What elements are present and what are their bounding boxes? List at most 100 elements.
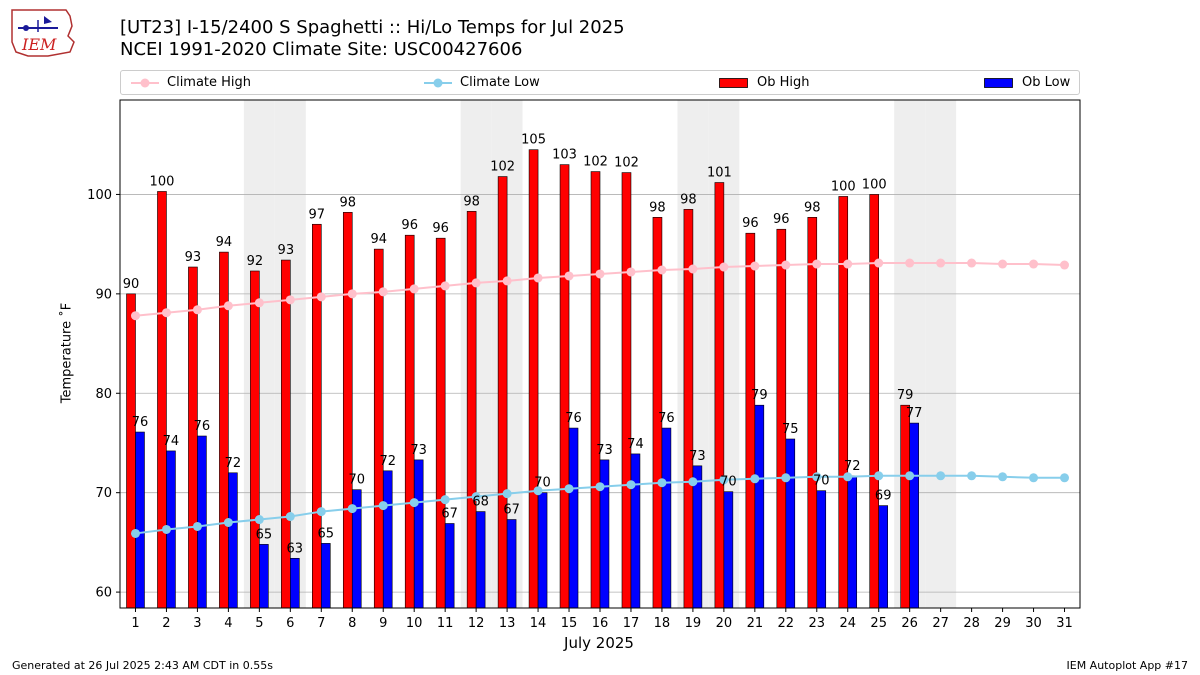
climate-high-point-day-27 xyxy=(936,258,946,268)
x-tick-label-17: 17 xyxy=(623,616,640,631)
ob-high-bar-day-11 xyxy=(435,237,446,609)
climate-high-point-day-25 xyxy=(874,258,884,268)
ob-high-label-day-7: 97 xyxy=(309,207,326,222)
climate-low-point-day-23 xyxy=(812,472,822,482)
iem-logo-graphic: IEM xyxy=(11,9,75,57)
ob-low-label-day-8: 70 xyxy=(348,473,365,488)
footer-app-label: IEM Autoplot App #17 xyxy=(1066,659,1189,672)
ob-high-label-day-6: 93 xyxy=(278,243,295,258)
ob-low-bar-day-20 xyxy=(723,491,734,609)
ob-high-label-day-23: 98 xyxy=(804,200,821,215)
x-tick-label-2: 2 xyxy=(162,616,170,631)
climate-high-point-day-4 xyxy=(223,301,233,311)
ob-low-bar-day-12 xyxy=(475,511,486,609)
climate-high-point-day-9 xyxy=(378,287,388,297)
ob-low-label-day-23: 70 xyxy=(813,474,830,489)
climate-low-point-day-29 xyxy=(998,472,1008,482)
legend-swatch-climate-high xyxy=(131,78,159,87)
climate-high-point-day-21 xyxy=(750,261,760,271)
ob-high-label-day-17: 102 xyxy=(614,156,639,171)
ob-low-label-day-21: 79 xyxy=(751,388,768,403)
ob-high-label-day-20: 101 xyxy=(707,166,732,181)
ob-low-label-day-25: 69 xyxy=(875,489,892,504)
y-tick-label-100: 100 xyxy=(87,188,112,203)
climate-low-point-day-1 xyxy=(130,528,140,538)
x-tick-label-15: 15 xyxy=(561,616,578,631)
y-axis-label: Temperature ˚F xyxy=(59,302,75,404)
legend-swatch-climate-low xyxy=(424,78,452,87)
ob-low-bar-day-13 xyxy=(506,519,517,609)
x-tick-label-14: 14 xyxy=(530,616,547,631)
ob-low-bar-day-25 xyxy=(878,505,888,609)
climate-low-point-day-4 xyxy=(223,518,233,528)
ob-high-bar-day-23 xyxy=(807,217,818,609)
ob-low-bar-day-5 xyxy=(259,544,269,609)
x-tick-label-10: 10 xyxy=(406,616,423,631)
x-tick-label-8: 8 xyxy=(348,616,356,631)
ob-high-label-day-2: 100 xyxy=(150,174,175,189)
ob-high-label-day-24: 100 xyxy=(831,179,856,194)
x-tick-label-4: 4 xyxy=(224,616,232,631)
climate-high-point-day-14 xyxy=(533,273,543,283)
ob-low-label-day-3: 76 xyxy=(194,419,211,434)
ob-high-label-day-22: 96 xyxy=(773,212,790,227)
climate-low-point-day-24 xyxy=(843,472,853,482)
x-tick-label-21: 21 xyxy=(747,616,764,631)
chart-title: [UT23] I-15/2400 S Spaghetti :: Hi/Lo Te… xyxy=(120,17,625,38)
climate-low-point-day-20 xyxy=(719,475,729,485)
ob-low-label-day-19: 73 xyxy=(689,449,706,464)
ob-low-bar-day-11 xyxy=(444,523,455,609)
ob-low-bar-day-17 xyxy=(630,453,641,609)
ob-low-label-day-9: 72 xyxy=(379,454,396,469)
ob-high-label-day-18: 98 xyxy=(649,200,666,215)
legend-swatch-ob-low xyxy=(984,77,1013,88)
ob-high-bar-day-15 xyxy=(559,164,570,609)
ob-high-label-day-21: 96 xyxy=(742,216,759,231)
climate-high-point-day-24 xyxy=(843,259,853,269)
x-tick-label-11: 11 xyxy=(437,616,454,631)
x-tick-label-25: 25 xyxy=(870,616,887,631)
weekend-shade-day-27 xyxy=(925,100,957,608)
climate-high-point-day-28 xyxy=(967,258,977,268)
ob-high-label-day-13: 102 xyxy=(490,160,515,175)
ob-high-label-day-10: 96 xyxy=(401,218,418,233)
climate-high-point-day-15 xyxy=(564,271,574,281)
climate-low-point-day-14 xyxy=(533,486,543,496)
ob-low-label-day-11: 67 xyxy=(441,506,458,521)
legend-label-climate-high: Climate High xyxy=(167,75,252,90)
ob-high-label-day-15: 103 xyxy=(552,148,577,163)
chart-subtitle: NCEI 1991-2020 Climate Site: USC00427606 xyxy=(120,39,523,60)
climate-low-point-day-13 xyxy=(502,489,512,499)
x-tick-label-6: 6 xyxy=(286,616,294,631)
climate-low-point-day-10 xyxy=(409,498,419,508)
ob-high-label-day-1: 90 xyxy=(123,277,140,292)
climate-low-point-day-17 xyxy=(626,480,636,490)
climate-low-point-day-2 xyxy=(161,524,171,534)
ob-low-label-day-12: 68 xyxy=(472,495,489,510)
x-tick-label-9: 9 xyxy=(379,616,387,631)
climate-high-point-day-20 xyxy=(719,262,729,272)
climate-high-point-day-7 xyxy=(316,292,326,302)
ob-low-bar-day-10 xyxy=(413,459,424,609)
ob-high-bar-day-1 xyxy=(126,293,136,609)
ob-high-label-day-3: 93 xyxy=(185,250,202,265)
ob-high-label-day-9: 94 xyxy=(370,232,387,247)
ob-high-bar-day-2 xyxy=(157,191,167,609)
ob-high-bar-day-24 xyxy=(838,196,849,609)
climate-high-point-day-16 xyxy=(595,269,605,279)
ob-low-bar-day-3 xyxy=(197,435,207,609)
x-tick-label-24: 24 xyxy=(839,616,856,631)
climate-low-point-day-9 xyxy=(378,501,388,511)
ob-low-bar-day-15 xyxy=(568,427,579,609)
legend-item-climate-low: Climate Low xyxy=(424,71,540,94)
ob-high-bar-day-5 xyxy=(250,270,260,609)
x-axis-label: July 2025 xyxy=(564,634,634,652)
x-tick-label-18: 18 xyxy=(654,616,671,631)
ob-low-bar-day-6 xyxy=(290,557,300,609)
ob-low-bar-day-23 xyxy=(816,490,827,609)
ob-high-bar-day-14 xyxy=(528,149,539,609)
climate-high-point-day-26 xyxy=(905,258,915,268)
climate-high-point-day-13 xyxy=(502,276,512,286)
ob-high-bar-day-16 xyxy=(590,171,601,609)
